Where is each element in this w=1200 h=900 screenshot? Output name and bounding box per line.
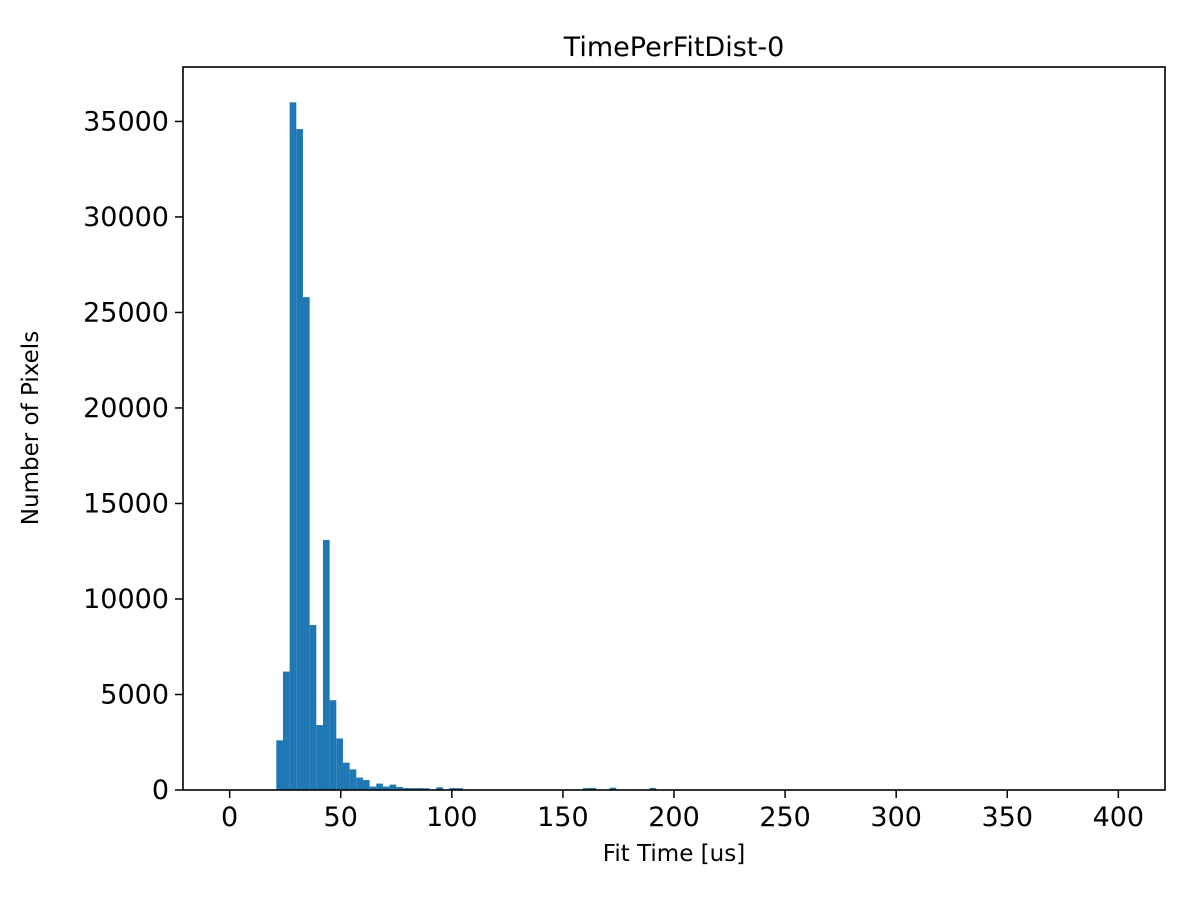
histogram-bar [396,786,403,790]
histogram-bar [349,769,357,790]
histogram-bar [416,788,423,790]
histogram-bar [382,786,390,790]
histogram-bar [276,740,283,790]
x-axis-label: Fit Time [us] [602,841,746,867]
y-tick-label: 20000 [83,393,169,424]
histogram-bar [609,787,617,790]
histogram-bar [376,783,383,790]
histogram-bar [409,788,417,790]
histogram-bar [389,784,397,790]
histogram-bar [289,102,297,790]
y-tick-label: 35000 [83,106,169,137]
x-tick-label: 250 [759,802,811,833]
x-tick-label: 150 [537,802,589,833]
x-tick-label: 50 [324,802,358,833]
histogram-bar [329,700,337,790]
histogram-bar [362,780,370,790]
histogram-bar [369,786,377,790]
y-tick-label: 0 [152,775,169,806]
y-tick-label: 30000 [83,202,169,233]
histogram-bar [456,788,463,790]
plot-border [182,66,1166,791]
x-tick-label: 0 [221,802,238,833]
histogram-bar [296,129,303,791]
histogram-bar [449,788,457,790]
x-tick-label: 100 [426,802,478,833]
y-tick-label: 5000 [100,679,169,710]
histogram-bar [316,725,323,790]
histogram-bar [402,788,410,790]
histogram-bar [649,787,657,790]
x-tick-label: 400 [1093,802,1145,833]
histogram-bar [356,777,363,790]
y-tick-label: 10000 [83,584,169,615]
x-tick-label: 350 [981,802,1033,833]
histogram-bar [436,787,443,790]
histogram-bar [309,624,317,790]
x-tick-label: 200 [648,802,700,833]
histogram-bar [302,297,310,790]
chart-title: TimePerFitDist-0 [563,32,785,63]
histogram-bar [422,788,430,790]
histogram-bar [342,762,350,790]
x-tick-label: 300 [870,802,922,833]
histogram-bar [322,539,330,790]
histogram-bar [282,671,290,790]
y-tick-label: 15000 [83,488,169,519]
histogram-bar [589,787,597,790]
histogram-bar [336,738,343,790]
y-tick-label: 25000 [83,297,169,328]
histogram-bar [582,788,590,790]
